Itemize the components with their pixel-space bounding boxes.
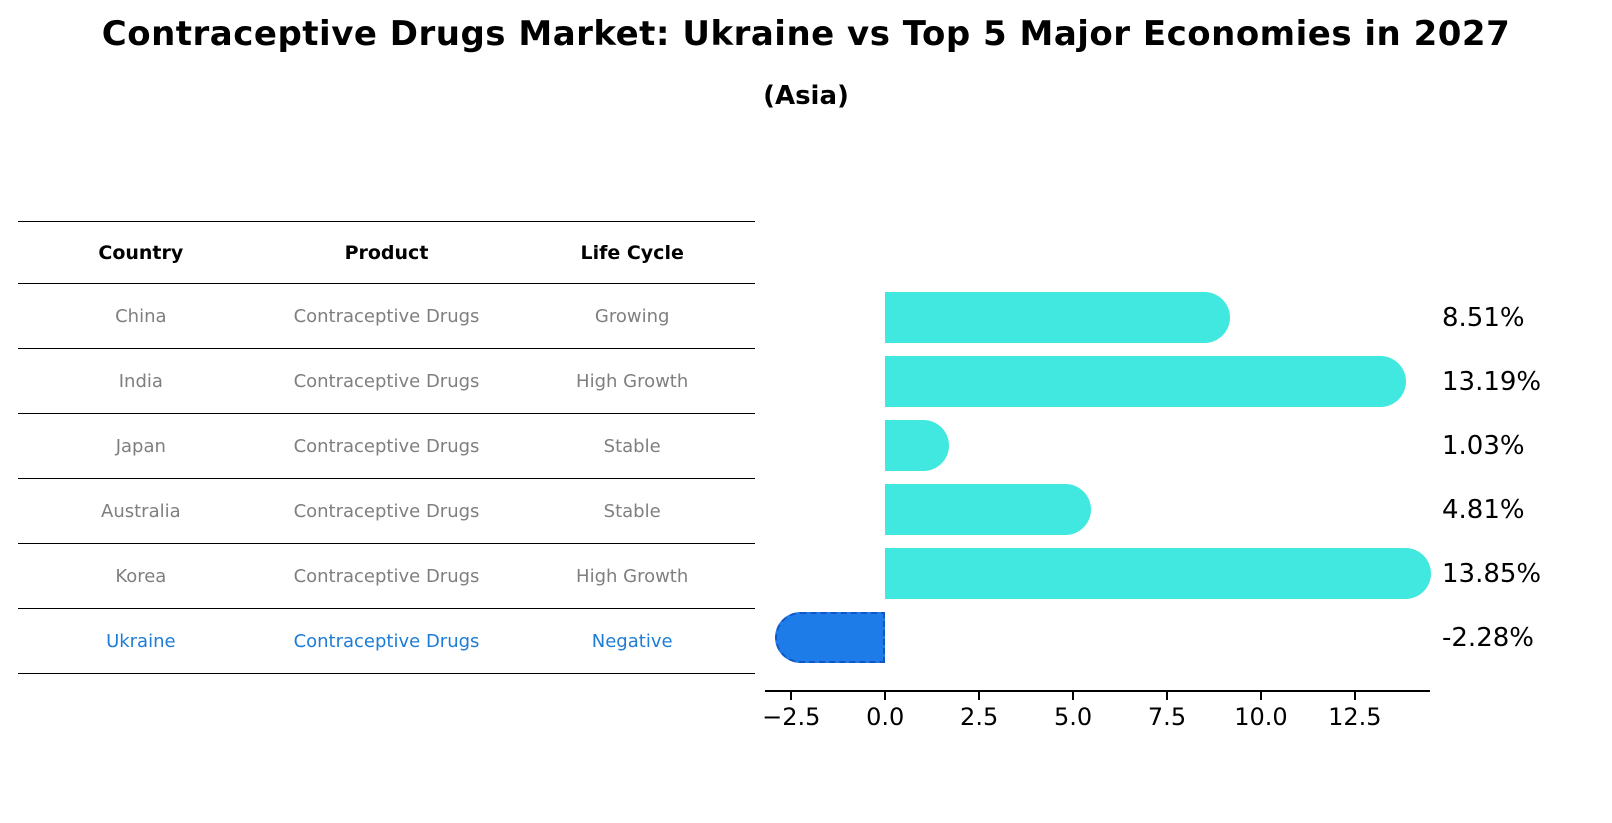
x-tick-mark <box>790 692 793 700</box>
table-cell-country: Ukraine <box>106 630 176 652</box>
bar-ukraine <box>774 612 886 663</box>
table-cell-life-cycle: High Growth <box>576 370 689 392</box>
bar-china <box>885 292 1230 343</box>
value-label-india: 13.19% <box>1442 367 1542 397</box>
plot-area: 8.51% 13.19% 1.03% 4.81% 13.85% -2.28% <box>765 286 1541 670</box>
x-tick-label: 10.0 <box>1234 703 1288 731</box>
table-header-row: Country Product Life Cycle <box>18 222 755 284</box>
x-tick-mark <box>1166 692 1168 700</box>
table-row: Korea Contraceptive Drugs High Growth <box>18 544 755 609</box>
x-tick-mark <box>1353 692 1356 700</box>
table-cell-product: Contraceptive Drugs <box>293 305 480 327</box>
x-tick-label: 12.5 <box>1328 703 1382 731</box>
x-tick-mark <box>884 692 887 700</box>
bar-india <box>885 356 1406 407</box>
value-label-japan: 1.03% <box>1442 431 1525 461</box>
x-tick-label: 2.5 <box>960 703 999 731</box>
value-label-australia: 4.81% <box>1442 495 1525 525</box>
chart-title: Contraceptive Drugs Market: Ukraine vs T… <box>101 14 1511 54</box>
table-cell-country: Korea <box>115 565 167 587</box>
table-cell-product: Contraceptive Drugs <box>293 500 480 522</box>
table-cell-life-cycle: Stable <box>603 500 661 522</box>
table-row: Japan Contraceptive Drugs Stable <box>18 414 755 479</box>
table-cell-product: Contraceptive Drugs <box>293 435 480 457</box>
column-header-product: Product <box>344 241 429 264</box>
table-row: Australia Contraceptive Drugs Stable <box>18 479 755 544</box>
bar-japan <box>885 420 949 471</box>
table-cell-country: Australia <box>101 500 181 522</box>
x-tick-label: 5.0 <box>1053 703 1093 731</box>
table-cell-country: Japan <box>115 435 166 457</box>
bar-row-india: 13.19% <box>765 350 1541 414</box>
table-cell-life-cycle: Stable <box>603 435 661 457</box>
x-axis: −2.5 0.0 2.5 5.0 7.5 10.0 12.5 <box>762 690 1430 738</box>
table-row: Ukraine Contraceptive Drugs Negative <box>18 609 755 674</box>
table-cell-life-cycle: High Growth <box>576 565 689 587</box>
x-tick-label: 0.0 <box>866 703 905 731</box>
table-cell-product: Contraceptive Drugs <box>293 630 480 652</box>
table-cell-life-cycle: Negative <box>591 630 673 652</box>
bar-korea <box>885 548 1431 599</box>
value-label-korea: 13.85% <box>1442 559 1542 589</box>
table-cell-life-cycle: Growing <box>594 305 670 327</box>
bar-row-china: 8.51% <box>765 286 1525 350</box>
column-header-life-cycle: Life Cycle <box>580 241 684 264</box>
table-cell-product: Contraceptive Drugs <box>293 370 480 392</box>
column-header-country: Country <box>98 241 184 264</box>
bar-australia <box>885 484 1091 535</box>
country-table: Country Product Life Cycle China Contrace… <box>18 221 755 674</box>
bar-row-japan: 1.03% <box>765 414 1525 478</box>
table-row: China Contraceptive Drugs Growing <box>18 284 755 349</box>
table-cell-country: India <box>118 370 163 392</box>
x-tick-mark <box>978 692 981 700</box>
bar-row-australia: 4.81% <box>765 478 1525 542</box>
table-cell-country: China <box>115 305 167 327</box>
chart-subtitle: (Asia) <box>763 81 849 111</box>
bar-row-ukraine: -2.28% <box>765 606 1534 670</box>
value-label-ukraine: -2.28% <box>1442 623 1534 653</box>
table-cell-product: Contraceptive Drugs <box>293 565 480 587</box>
value-label-china: 8.51% <box>1442 303 1525 333</box>
x-tick-label: 7.5 <box>1147 703 1187 731</box>
table-row: India Contraceptive Drugs High Growth <box>18 349 755 414</box>
bar-row-korea: 13.85% <box>765 542 1541 606</box>
x-tick-mark <box>1072 692 1075 700</box>
country-table-body: China Contraceptive Drugs Growing India Cont… <box>18 284 755 674</box>
x-tick-mark <box>1259 692 1262 700</box>
x-tick-label: −2.5 <box>762 703 821 731</box>
